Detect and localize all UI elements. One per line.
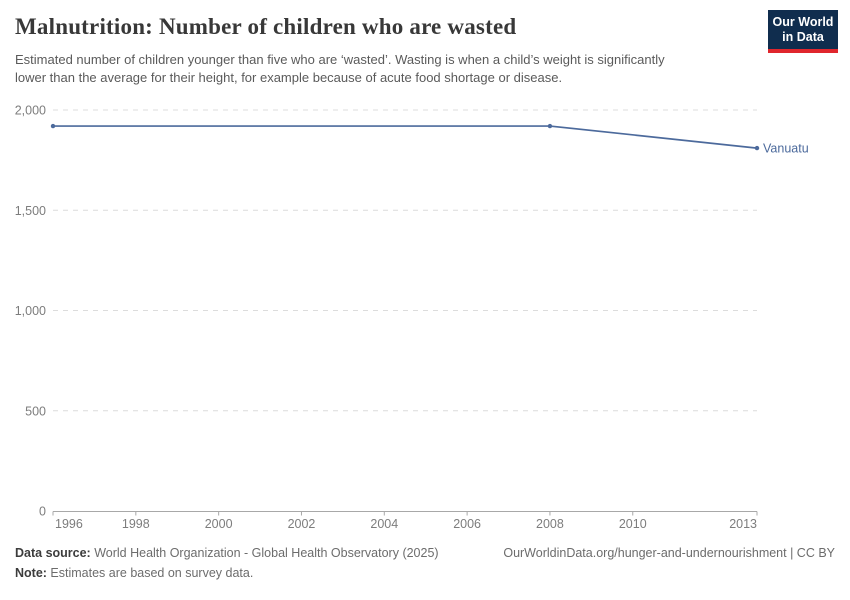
data-point [50,123,56,129]
footer-url: OurWorldinData.org/hunger-and-undernouri… [503,546,835,560]
x-tick-label: 1998 [122,517,150,531]
owid-logo-line2: in Data [782,30,824,44]
note-text: Estimates are based on survey data. [46,566,254,580]
x-tick-label: 2006 [453,517,481,531]
data-line [52,125,758,149]
y-tick-label: 2,000 [15,104,46,118]
note-label: Note: [15,566,47,580]
owid-logo-accent [768,49,838,53]
x-tick-label: 2004 [370,517,398,531]
owid-logo-line1: Our World [772,15,834,29]
data-point [754,145,760,151]
owid-logo-box: Our World in Data [768,10,838,49]
owid-logo[interactable]: Our World in Data [768,10,838,53]
y-tick-label: 0 [39,505,46,519]
page-title: Malnutrition: Number of children who are… [15,14,517,39]
note-line: Note: Estimates are based on survey data… [15,566,253,580]
x-tick-label: 2008 [536,517,564,531]
data-source-label: Data source: [15,546,91,560]
entity-label: Vanuatu [763,142,809,156]
x-tick-label: 2013 [729,517,757,531]
chart-footer: Data source: World Health Organization -… [15,546,835,580]
y-tick-label: 1,500 [15,204,46,218]
x-tick-label: 2002 [288,517,316,531]
data-point [547,123,553,129]
y-tick-label: 1,000 [15,304,46,318]
chart-subtitle: Estimated number of children younger tha… [15,52,665,85]
y-tick-label: 500 [25,404,46,418]
data-source-line: Data source: World Health Organization -… [15,546,439,560]
x-tick-label: 2000 [205,517,233,531]
x-tick-label: 1996 [55,517,83,531]
data-source-text: World Health Organization - Global Healt… [90,546,439,560]
x-tick-label: 2010 [619,517,647,531]
